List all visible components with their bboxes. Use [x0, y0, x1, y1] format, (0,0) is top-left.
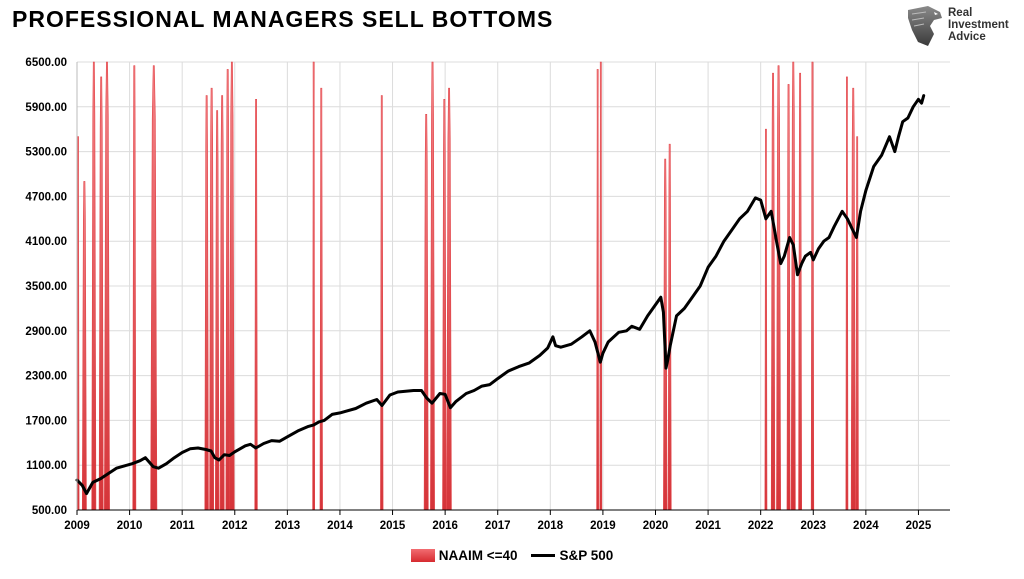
naaim-spike [855, 136, 859, 511]
x-tick-label: 2024 [853, 520, 879, 532]
logo-line-2: Investment [948, 19, 1009, 31]
legend-swatch-naaim [410, 548, 435, 562]
naaim-spike [204, 95, 209, 511]
naaim-spike [312, 61, 316, 511]
y-tick-label: 4100.00 [25, 236, 67, 248]
x-tick-label: 2021 [695, 520, 721, 532]
naaim-spike [596, 69, 599, 511]
y-tick-label: 6500.00 [25, 57, 67, 69]
axes: 6500.00 5900.00 5300.00 4700.00 4100.00 3500.… [25, 57, 950, 532]
naaim-spike [790, 61, 796, 511]
naaim-spike [776, 65, 781, 511]
x-tick-label: 2013 [275, 520, 301, 532]
sp500-line [75, 94, 926, 496]
legend-swatch-sp500 [531, 553, 556, 557]
x-tick-label: 2022 [748, 520, 774, 532]
naaim-spike [599, 61, 603, 511]
naaim-spike [423, 113, 429, 511]
y-tick-label: 1100.00 [26, 460, 67, 472]
naaim-spike [786, 84, 791, 511]
x-tick-label: 2017 [485, 520, 511, 532]
chart-title: PROFESSIONAL MANAGERS SELL BOTTOMS [12, 6, 554, 32]
y-tick-label: 5900.00 [25, 102, 67, 114]
x-tick-label: 2018 [538, 520, 564, 532]
naaim-spike [810, 61, 815, 511]
x-tick-label: 2014 [327, 520, 353, 532]
naaim-spike [225, 69, 230, 511]
naaim-spike [845, 76, 849, 511]
naaim-spike [430, 61, 435, 511]
naaim-spike [229, 61, 235, 511]
logo-line-3: Advice [948, 31, 986, 43]
naaim-spike [219, 95, 225, 511]
x-tick-label: 2015 [380, 520, 406, 532]
naaim-spike [798, 72, 802, 511]
naaim-spike [150, 65, 158, 511]
x-tick-label: 2012 [222, 520, 248, 532]
x-tick-label: 2025 [906, 520, 932, 532]
x-tick-label: 2020 [643, 520, 669, 532]
naaim-spike [98, 76, 104, 511]
x-tick-label: 2010 [117, 520, 143, 532]
x-tick-label: 2011 [170, 520, 196, 532]
y-tick-label: 500.00 [32, 505, 67, 517]
sp500-series [75, 94, 926, 496]
y-tick-label: 1700.00 [25, 415, 67, 427]
legend-item-naaim: NAAIM <=40 [410, 547, 518, 563]
legend-label-sp500: S&P 500 [559, 547, 614, 563]
naaim-spike [91, 61, 97, 511]
y-tick-label: 5300.00 [25, 147, 67, 159]
legend-label-naaim: NAAIM <=40 [438, 547, 518, 563]
naaim-spike [770, 72, 776, 511]
legend-item-sp500: S&P 500 [531, 548, 613, 563]
naaim-spike [764, 128, 768, 511]
y-tick-label: 2900.00 [25, 326, 67, 338]
logo-line-1: Real [948, 7, 973, 19]
y-tick-label: 2300.00 [25, 371, 67, 383]
legend: NAAIM <=40 S&P 500 [0, 540, 1024, 570]
naaim-spike [132, 65, 137, 511]
naaim-spike [319, 87, 323, 511]
x-tick-label: 2019 [590, 520, 616, 532]
x-tick-label: 2023 [800, 520, 826, 532]
x-tick-label: 2009 [64, 520, 90, 532]
eagle-head-icon [908, 6, 942, 46]
y-tick-label: 3500.00 [25, 281, 67, 293]
brand-logo: Real Investment Advice [904, 4, 1020, 48]
y-tick-label: 4700.00 [25, 191, 67, 203]
x-tick-label: 2016 [432, 520, 458, 532]
naaim-spike [81, 181, 87, 511]
naaim-spike [380, 95, 384, 511]
naaim-spike [667, 143, 672, 511]
naaim-spike [104, 61, 110, 511]
naaim-spike [215, 110, 220, 511]
